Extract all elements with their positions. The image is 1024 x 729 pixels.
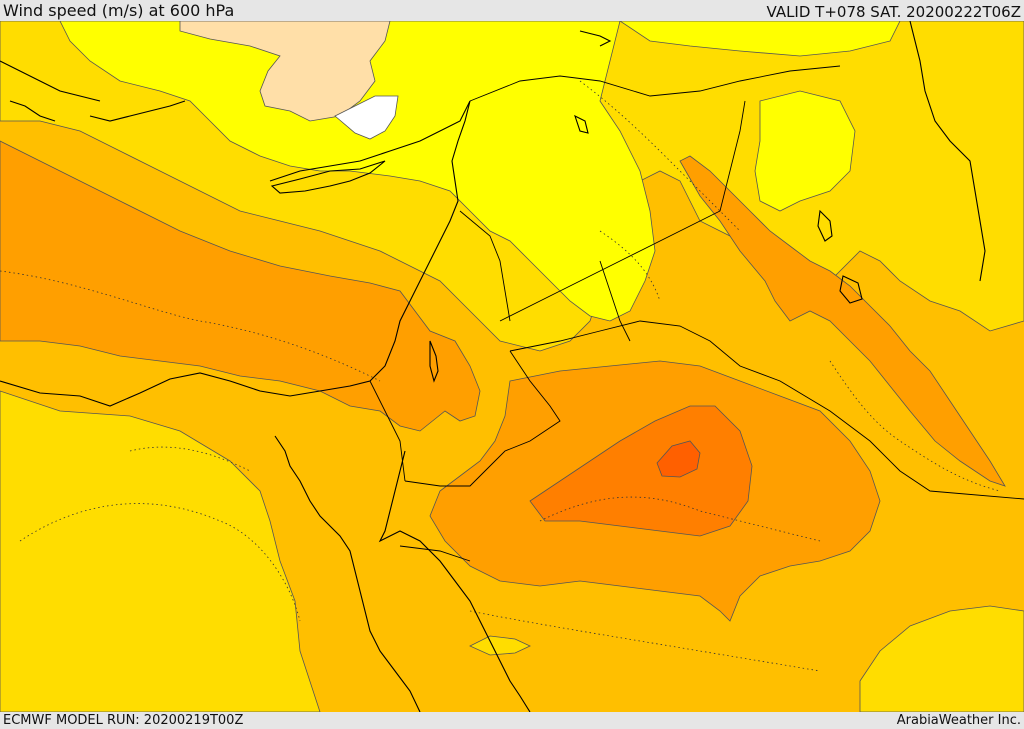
band-red-orange-max — [656, 440, 701, 478]
band-light-yellow-north — [59, 21, 656, 322]
valid-time: VALID T+078 SAT. 20200222T06Z — [766, 3, 1021, 21]
band-orange-jet — [0, 140, 481, 432]
band-light-yellow-northeast — [754, 90, 856, 212]
band-yellow-redsea — [469, 635, 531, 656]
footer-bar: ECMWF MODEL RUN: 20200219T00Z ArabiaWeat… — [0, 712, 1024, 729]
band-orange-east — [679, 155, 1006, 487]
header-bar: Wind speed (m/s) at 600 hPa VALID T+078 … — [0, 0, 1024, 21]
map-title: Wind speed (m/s) at 600 hPa — [3, 1, 235, 20]
model-run: ECMWF MODEL RUN: 20200219T00Z — [3, 713, 244, 728]
band-yellow-southeast — [859, 605, 1024, 712]
borders — [369, 65, 1024, 562]
band-yellow-west — [0, 390, 321, 712]
band-orange-dark-core — [529, 405, 753, 537]
credit: ArabiaWeather Inc. — [896, 713, 1021, 728]
minor-contours — [0, 80, 1001, 672]
wind-speed-map[interactable] — [0, 21, 1024, 712]
coastlines — [0, 21, 986, 712]
band-very-low-patch — [334, 95, 399, 140]
band-light-yellow-top — [619, 21, 901, 57]
band-low-north — [179, 21, 391, 122]
